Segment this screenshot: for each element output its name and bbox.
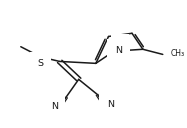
Text: N: N <box>107 100 114 109</box>
Text: N: N <box>51 102 58 111</box>
Text: H: H <box>117 40 123 49</box>
Text: S: S <box>38 60 44 68</box>
Text: N: N <box>115 46 122 55</box>
Text: CH₃: CH₃ <box>171 49 185 58</box>
